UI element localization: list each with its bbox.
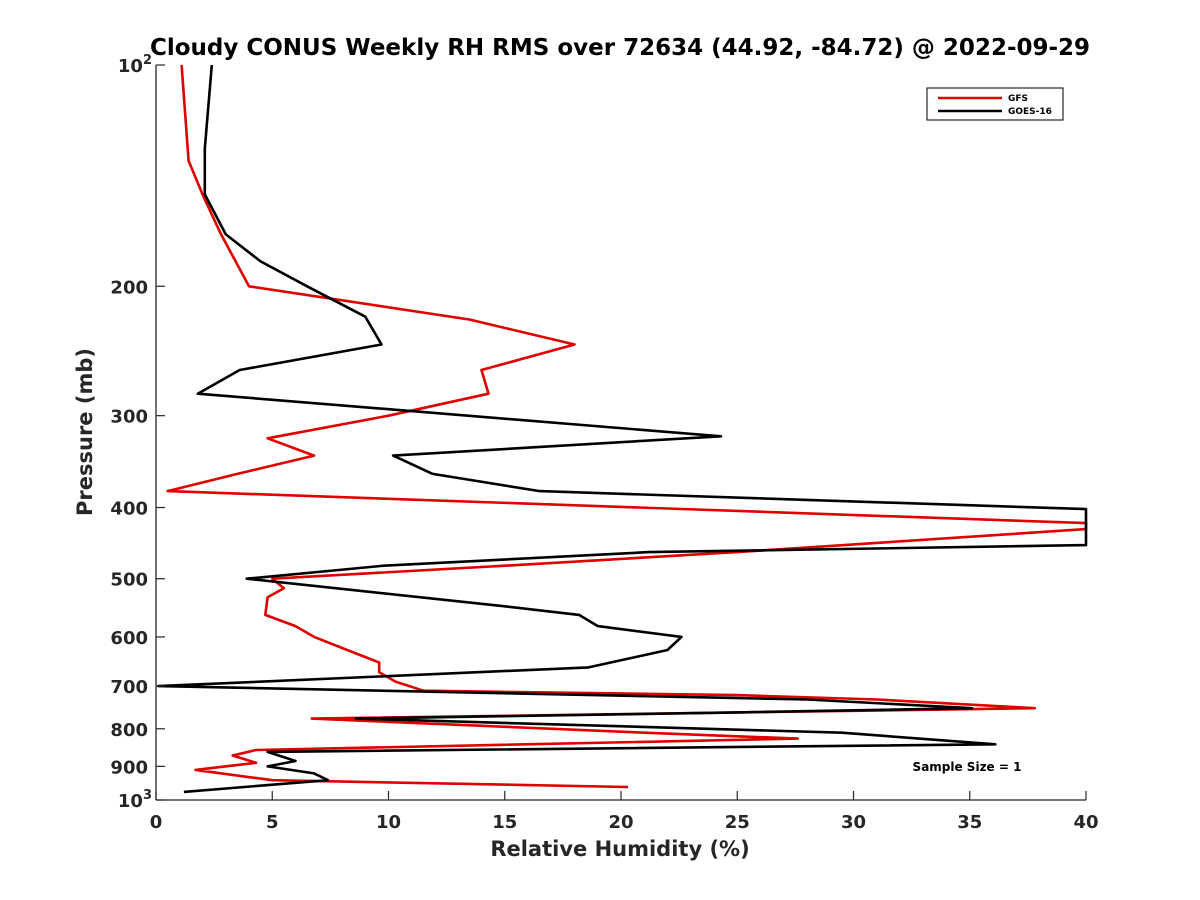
y-tick-label: 500 (110, 570, 148, 591)
x-tick-label: 5 (266, 812, 279, 833)
sample-size-annotation: Sample Size = 1 (913, 760, 1022, 774)
legend-box (926, 87, 1064, 121)
y-tick-label: 800 (110, 720, 148, 741)
x-axis-title: Relative Humidity (%) (490, 837, 749, 861)
y-tick-label: 102 (118, 53, 152, 77)
chart-title: Cloudy CONUS Weekly RH RMS over 72634 (4… (150, 35, 1090, 61)
x-tick-label: 25 (725, 812, 750, 833)
legend: GFS GOES-16 (926, 87, 1064, 121)
y-tick-label: 400 (110, 499, 148, 520)
legend-entry: GFS (1008, 94, 1028, 104)
series-line-goes-16 (157, 64, 1088, 794)
y-axis-title: Pressure (mb) (73, 348, 97, 516)
y-tick-label: 600 (110, 628, 148, 649)
y-tick-label: 200 (110, 277, 148, 298)
series-line-gfs (166, 64, 1088, 789)
y-tick-label: 103 (118, 788, 152, 812)
x-tick-label: 15 (492, 812, 517, 833)
y-tick-label: 900 (110, 757, 148, 778)
x-tick-label: 35 (957, 812, 982, 833)
legend-entry: GOES-16 (1008, 107, 1052, 117)
x-tick-label: 0 (150, 812, 163, 833)
x-tick-label: 10 (376, 812, 401, 833)
y-tick-label: 300 (110, 407, 148, 428)
x-tick-label: 40 (1073, 812, 1098, 833)
x-tick-label: 30 (841, 812, 866, 833)
plot-area: 0 5 10 15 20 25 30 35 40 102 200 300 400 500 600 700 800… (110, 53, 1098, 833)
x-tick-label: 20 (608, 812, 633, 833)
y-tick-label: 700 (110, 677, 148, 698)
